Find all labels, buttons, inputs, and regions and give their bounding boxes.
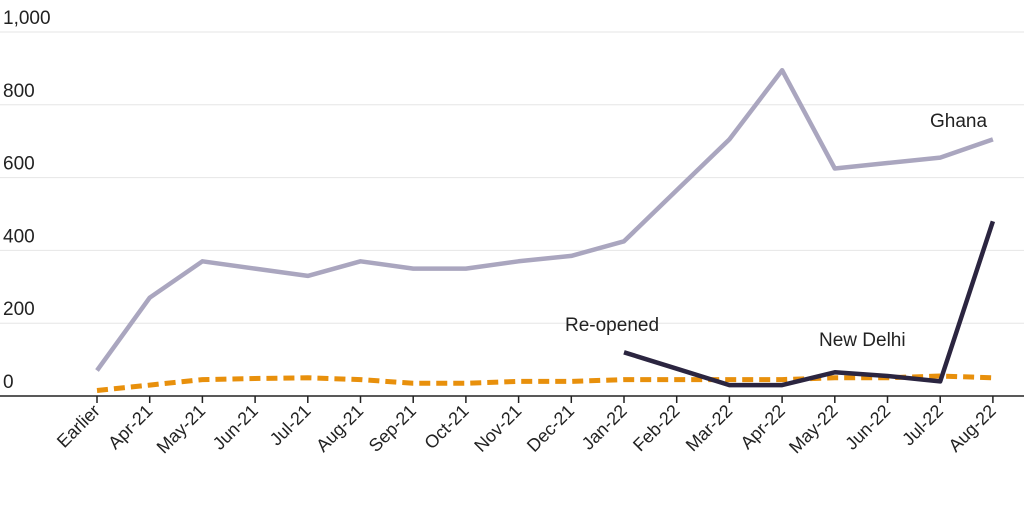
y-tick-label: 400 [3, 226, 35, 247]
annotation-ghana: Ghana [930, 111, 987, 132]
x-tick-label: Jul-22 [898, 401, 947, 450]
x-tick-label: Jun-21 [209, 401, 262, 454]
x-tick-label: Aug-22 [945, 401, 1000, 456]
series-line-dashed [96, 373, 993, 393]
x-tick-label: Dec-21 [523, 401, 578, 456]
y-tick-label: 200 [3, 299, 35, 320]
x-tick-label: Oct-21 [420, 401, 472, 453]
x-tick-label: Jul-21 [266, 401, 315, 450]
x-tick-label: Sep-21 [365, 401, 420, 456]
x-tick-label: Mar-22 [682, 401, 736, 455]
series-line-new-delhi [623, 220, 996, 388]
y-tick-label: 600 [3, 154, 35, 175]
x-tick-label: May-21 [153, 401, 210, 458]
x-tick-label: Jun-22 [841, 401, 894, 454]
x-tick-label: Jan-22 [578, 401, 631, 454]
x-tick-label: Aug-21 [312, 401, 367, 456]
x-tick-label: Nov-21 [470, 401, 525, 456]
series-lines [95, 67, 996, 393]
y-axis-ticks: 0 200 400 600 800 1,000 [3, 8, 51, 393]
series-line-ghana [95, 67, 994, 372]
annotation-new-delhi: New Delhi [819, 330, 906, 351]
x-tick-label: Apr-21 [104, 401, 156, 453]
x-tick-label: May-22 [785, 401, 842, 458]
y-tick-label: 1,000 [3, 8, 51, 29]
y-tick-label: 800 [3, 81, 35, 102]
x-tick-label: Apr-22 [737, 401, 789, 453]
annotation-re-opened: Re-opened [565, 315, 659, 336]
gridlines [0, 31, 1024, 324]
x-tick-label: Earlier [53, 401, 104, 452]
x-tick-label: Feb-22 [629, 401, 683, 455]
y-tick-label: 0 [3, 372, 14, 393]
